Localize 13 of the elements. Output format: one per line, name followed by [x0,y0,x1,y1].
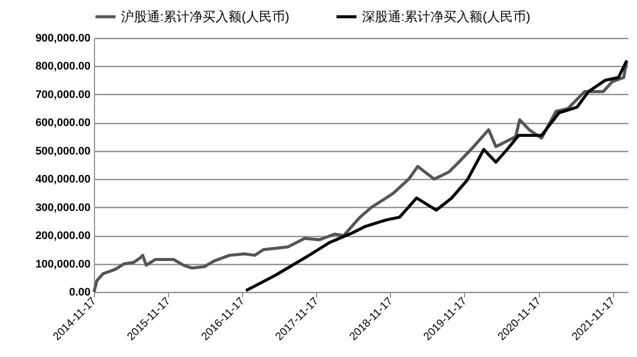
y-tick-label: 0.00 [69,286,90,298]
y-tick-label: 500,000.00 [35,145,90,158]
y-tick-label: 600,000.00 [35,117,90,130]
y-tick-label: 900,000.00 [35,32,90,44]
y-tick-label: 400,000.00 [35,174,90,186]
y-tick-label: 700,000.00 [35,88,90,101]
legend-label: 沪股通:累计净买入额(人民币) [121,8,290,24]
y-tick-label: 100,000.00 [35,258,90,270]
y-tick-label: 200,000.00 [35,230,90,242]
y-tick-label: 800,000.00 [35,60,90,73]
line-series [244,59,628,292]
y-tick-label: 300,000.00 [35,202,90,214]
legend-label: 深股通:累计净买入额(人民币) [362,8,530,24]
